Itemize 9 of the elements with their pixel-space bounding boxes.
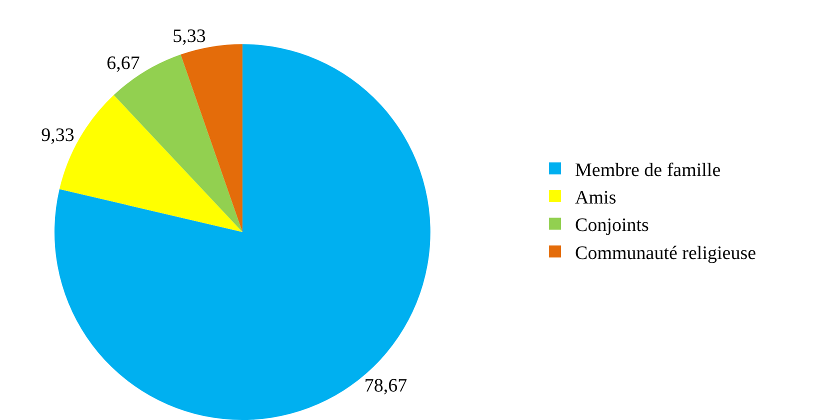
data-label: 78,67: [364, 375, 408, 396]
data-label: 5,33: [172, 26, 206, 48]
data-label: 9,33: [41, 124, 74, 146]
pie-slice: [180, 44, 242, 232]
legend-label: Communauté religieuse: [575, 242, 756, 264]
legend-label: Amis: [575, 187, 616, 208]
data-label: 6,67: [106, 53, 140, 74]
legend-label: Conjoints: [575, 215, 649, 236]
legend-label: Membre de famille: [575, 160, 721, 181]
